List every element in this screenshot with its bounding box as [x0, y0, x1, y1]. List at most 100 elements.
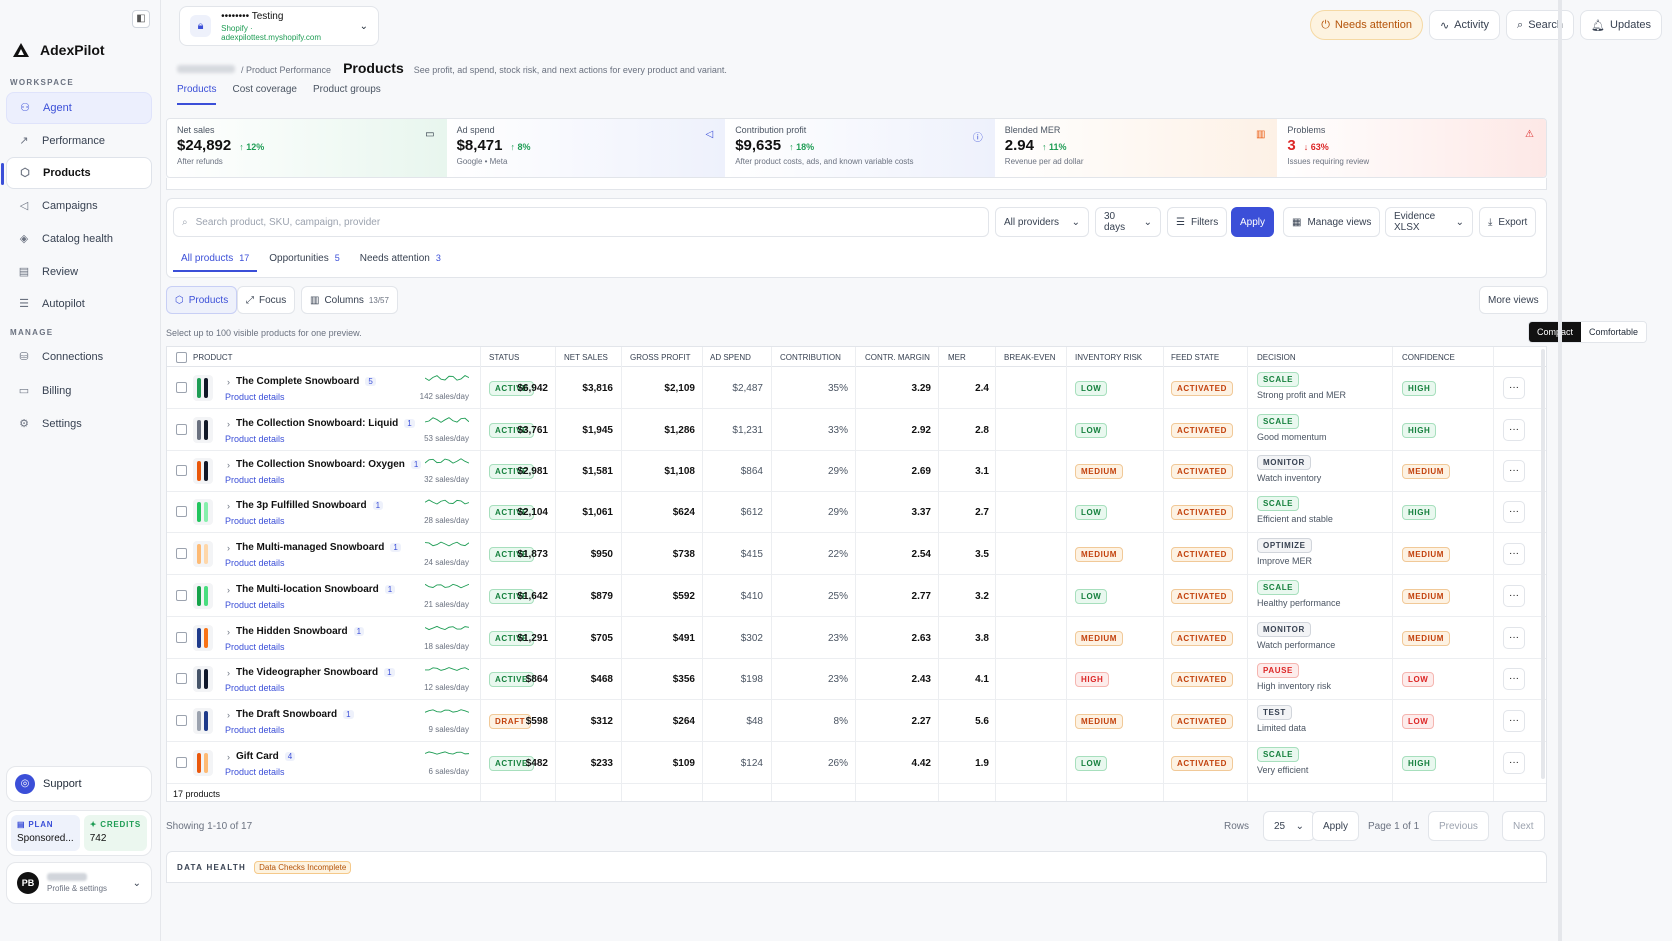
comfortable-option[interactable]: Comfortable — [1580, 322, 1646, 342]
data-health-badge[interactable]: Data Checks Incomplete — [254, 860, 352, 874]
expand-chevron-icon[interactable]: › — [227, 626, 230, 637]
row-checkbox[interactable] — [176, 590, 187, 601]
profile-menu[interactable]: PB Profile & settings ⌄ — [6, 862, 152, 904]
row-checkbox[interactable] — [176, 757, 187, 768]
tab-opportunities[interactable]: Opportunities 5 — [269, 253, 340, 264]
sidebar-item-products[interactable]: ⬡ Products — [1, 157, 152, 190]
column-header[interactable]: INVENTORY RISK — [1075, 353, 1143, 362]
sidebar-item-billing[interactable]: ▭ Billing — [6, 375, 152, 407]
row-checkbox[interactable] — [176, 632, 187, 643]
collapse-sidebar-button[interactable]: ◧ — [132, 10, 150, 28]
column-header[interactable]: CONTR. MARGIN — [865, 353, 930, 362]
column-header[interactable]: GROSS PROFIT — [630, 353, 691, 362]
product-details-link[interactable]: Product details — [225, 475, 285, 485]
row-more-button[interactable]: ··· — [1503, 585, 1525, 607]
tab-cost-coverage[interactable]: Cost coverage — [232, 84, 297, 95]
product-details-link[interactable]: Product details — [225, 725, 285, 735]
date-range-select[interactable]: 30 days ⌄ — [1095, 207, 1161, 237]
rows-per-page-select[interactable]: 25 ⌄ — [1263, 811, 1315, 841]
crumb-redacted[interactable] — [177, 65, 235, 73]
filters-button[interactable]: ☰ Filters — [1167, 207, 1228, 237]
sidebar-item-campaigns[interactable]: ◁ Campaigns — [6, 190, 152, 222]
expand-chevron-icon[interactable]: › — [227, 459, 230, 470]
row-more-button[interactable]: ··· — [1503, 501, 1525, 523]
expand-chevron-icon[interactable]: › — [227, 584, 230, 595]
needs-attention-button[interactable]: ⏻ Needs attention — [1310, 10, 1423, 40]
product-name[interactable]: › The Complete Snowboard 5 — [227, 376, 376, 387]
sidebar-item-review[interactable]: ▤ Review — [6, 256, 152, 288]
row-checkbox[interactable] — [176, 465, 187, 476]
product-name[interactable]: › The Draft Snowboard 1 — [227, 709, 354, 720]
row-checkbox[interactable] — [176, 673, 187, 684]
column-header[interactable]: BREAK-EVEN — [1004, 353, 1056, 362]
row-checkbox[interactable] — [176, 382, 187, 393]
column-header[interactable]: PRODUCT — [193, 353, 233, 362]
product-name[interactable]: › The Collection Snowboard: Liquid 1 — [227, 418, 415, 429]
sidebar-item-catalog-health[interactable]: ◈ Catalog health — [6, 223, 152, 255]
product-details-link[interactable]: Product details — [225, 392, 285, 402]
column-header[interactable]: NET SALES — [564, 353, 608, 362]
product-details-link[interactable]: Product details — [225, 683, 285, 693]
updates-button[interactable]: 🔔︎ Updates — [1580, 10, 1662, 40]
expand-chevron-icon[interactable]: › — [227, 667, 230, 678]
product-details-link[interactable]: Product details — [225, 600, 285, 610]
more-views-button[interactable]: More views — [1479, 286, 1548, 314]
activity-button[interactable]: ∿ Activity — [1428, 10, 1501, 40]
product-name[interactable]: › Gift Card 4 — [227, 751, 296, 762]
row-more-button[interactable]: ··· — [1503, 460, 1525, 482]
row-more-button[interactable]: ··· — [1503, 543, 1525, 565]
plan-cell[interactable]: ▤ PLAN Sponsored... — [11, 815, 80, 851]
credits-cell[interactable]: ✦ CREDITS 742 — [83, 815, 147, 851]
product-name[interactable]: › The 3p Fulfilled Snowboard 1 — [227, 500, 384, 511]
apply-filters-button[interactable]: Apply — [1231, 207, 1275, 237]
row-more-button[interactable]: ··· — [1503, 710, 1525, 732]
tab-product-groups[interactable]: Product groups — [312, 84, 381, 95]
row-more-button[interactable]: ··· — [1503, 627, 1525, 649]
product-name[interactable]: › The Videographer Snowboard 1 — [227, 667, 395, 678]
tab-products[interactable]: Products — [177, 84, 217, 105]
sidebar-item-performance[interactable]: ↗ Performance — [6, 125, 152, 157]
column-header[interactable]: MER — [948, 353, 966, 362]
row-more-button[interactable]: ··· — [1503, 668, 1525, 690]
sidebar-item-agent[interactable]: ⚇ Agent — [6, 92, 152, 124]
tab-all-products[interactable]: All products 17 — [173, 247, 258, 272]
store-switcher[interactable]: 🔒︎ •••••••• Testing Shopify · adexpilott… — [179, 6, 379, 46]
previous-page-button[interactable]: Previous — [1428, 811, 1489, 841]
product-name[interactable]: › The Hidden Snowboard 1 — [227, 626, 365, 637]
expand-chevron-icon[interactable]: › — [227, 709, 230, 720]
row-more-button[interactable]: ··· — [1503, 377, 1525, 399]
column-header[interactable]: DECISION — [1257, 353, 1296, 362]
products-view-button[interactable]: ⬡ Products — [166, 286, 238, 314]
pager-apply-button[interactable]: Apply — [1312, 811, 1360, 841]
product-details-link[interactable]: Product details — [225, 767, 285, 777]
support-button[interactable]: ◎ Support — [6, 766, 152, 802]
export-button[interactable]: ⤓ Export — [1479, 207, 1537, 237]
expand-chevron-icon[interactable]: › — [227, 418, 230, 429]
next-page-button[interactable]: Next — [1502, 811, 1545, 841]
column-header[interactable]: CONTRIBUTION — [780, 353, 841, 362]
row-checkbox[interactable] — [176, 715, 187, 726]
row-checkbox[interactable] — [176, 424, 187, 435]
expand-chevron-icon[interactable]: › — [227, 751, 230, 762]
expand-chevron-icon[interactable]: › — [227, 500, 230, 511]
search-button[interactable]: ⌕ Search — [1506, 10, 1575, 40]
select-all-checkbox[interactable] — [176, 352, 187, 363]
table-scrollbar[interactable] — [1541, 349, 1545, 779]
product-name[interactable]: › The Collection Snowboard: Oxygen 1 — [227, 459, 422, 470]
column-header[interactable]: FEED STATE — [1171, 353, 1220, 362]
providers-select[interactable]: All providers ⌄ — [995, 207, 1089, 237]
row-checkbox[interactable] — [176, 506, 187, 517]
sidebar-item-settings[interactable]: ⚙ Settings — [6, 408, 152, 440]
product-name[interactable]: › The Multi-managed Snowboard 1 — [227, 542, 401, 553]
row-checkbox[interactable] — [176, 548, 187, 559]
product-name[interactable]: › The Multi-location Snowboard 1 — [227, 584, 396, 595]
tab-needs-attention[interactable]: Needs attention 3 — [359, 253, 441, 264]
product-details-link[interactable]: Product details — [225, 642, 285, 652]
focus-button[interactable]: ⤢ Focus — [237, 286, 296, 314]
product-details-link[interactable]: Product details — [225, 434, 285, 444]
product-search-input[interactable]: ⌕ Search product, SKU, campaign, provide… — [173, 207, 989, 237]
sidebar-item-autopilot[interactable]: ☰ Autopilot — [6, 288, 152, 320]
column-header[interactable]: AD SPEND — [710, 353, 751, 362]
row-more-button[interactable]: ··· — [1503, 752, 1525, 774]
column-header[interactable]: CONFIDENCE — [1402, 353, 1455, 362]
